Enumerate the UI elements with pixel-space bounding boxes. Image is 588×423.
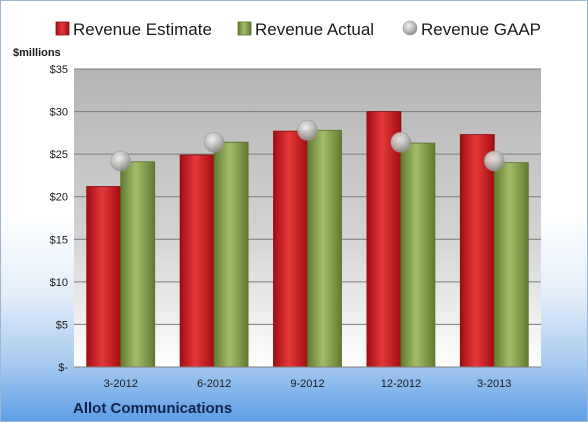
legend-item-gaap: Revenue GAAP [402,20,541,39]
bar-revenue-estimate [86,186,122,368]
marker-revenue-gaap [297,120,318,141]
x-tick-label: 6-2012 [197,378,231,390]
bar-revenue-actual [400,142,436,368]
legend: Revenue Estimate Revenue Actual Revenue … [55,20,541,39]
bar-revenue-actual [307,129,342,368]
y-tick-labels: $- $5 $10 $15 $20 $25 $30 $35 [50,64,69,374]
bar-revenue-actual [493,162,529,368]
x-tick-label: 3-2012 [104,378,138,390]
y-tick-label: $30 [50,107,68,119]
x-tick-label: 3-2013 [477,378,511,390]
legend-marker-gaap [402,20,418,36]
legend-label-actual: Revenue Actual [255,20,374,39]
bar-revenue-estimate [273,130,308,368]
company-name: Allot Communications [73,400,232,417]
legend-item-actual: Revenue Actual [237,20,374,39]
y-tick-label: $- [58,362,68,374]
bar-revenue-actual [120,161,156,368]
bar-revenue-estimate [179,154,215,368]
legend-item-estimate: Revenue Estimate [55,20,212,39]
marker-revenue-gaap [110,150,131,172]
bar-revenue-estimate [459,134,495,368]
bar-revenue-estimate [366,111,402,368]
y-tick-label: $5 [56,319,68,331]
gaap-markers [110,120,505,172]
bar-revenue-actual [213,141,249,368]
legend-label-estimate: Revenue Estimate [73,20,212,39]
legend-label-gaap: Revenue GAAP [421,20,541,39]
y-axis-unit: $millions [13,47,61,59]
y-tick-label: $20 [50,192,68,204]
marker-revenue-gaap [203,131,225,153]
marker-revenue-gaap [483,150,505,172]
y-tick-label: $10 [50,277,68,289]
legend-swatch-actual [237,21,252,36]
y-tick-label: $15 [50,234,68,246]
marker-revenue-gaap [390,131,412,153]
x-tick-label: 9-2012 [290,378,324,390]
x-tick-labels: 3-2012 6-2012 9-2012 12-2012 3-2013 [104,378,512,390]
y-tick-label: $35 [50,64,68,76]
x-tick-label: 12-2012 [381,378,421,390]
legend-swatch-estimate [55,21,70,36]
y-tick-label: $25 [50,149,68,161]
